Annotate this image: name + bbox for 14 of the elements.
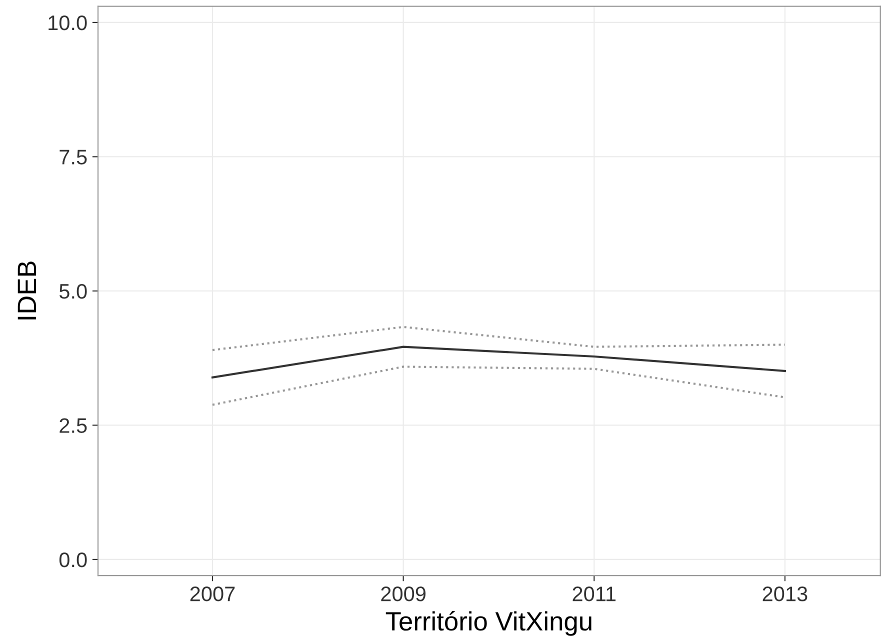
y-axis-title: IDEB (18, 262, 36, 320)
line-series (211, 346, 786, 378)
x-tick-label: 2009 (381, 586, 426, 602)
line-series (211, 326, 786, 352)
y-tick-label: 0.0 (59, 552, 87, 568)
x-tick-label: 2007 (190, 586, 235, 602)
y-tick-label: 10.0 (48, 15, 87, 30)
y-tick-label: 2.5 (60, 418, 87, 433)
x-axis-title: Território VitXingu (386, 610, 592, 636)
y-tick-label: 5.0 (59, 284, 87, 299)
y-tick-label: 7.5 (60, 150, 87, 164)
x-tick-label: 2011 (572, 586, 616, 602)
x-tick-label: 2013 (762, 586, 808, 602)
line-series (211, 366, 786, 406)
